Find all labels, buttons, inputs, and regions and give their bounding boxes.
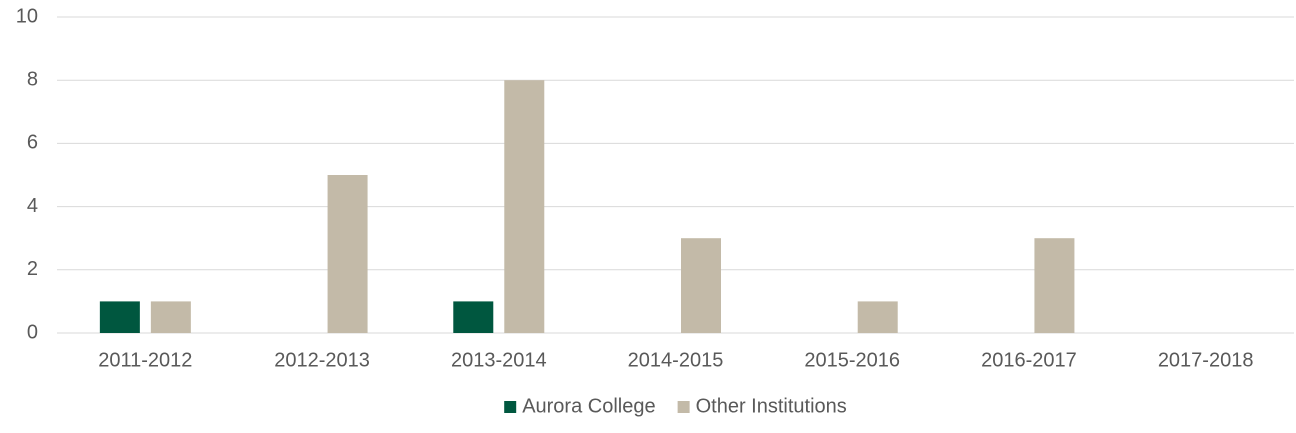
y-tick-label: 8: [27, 68, 38, 90]
bar: [453, 301, 494, 333]
bar: [857, 301, 898, 333]
x-tick-label: 2016-2017: [981, 349, 1077, 371]
bar: [1034, 238, 1075, 333]
legend-label: Aurora College: [522, 395, 655, 417]
y-tick-label: 6: [27, 132, 38, 154]
y-tick-label: 4: [27, 195, 38, 217]
x-tick-label: 2014-2015: [628, 349, 724, 371]
legend-swatch: [504, 401, 517, 413]
legend-label: Other Institutions: [696, 395, 847, 417]
x-tick-label: 2017-2018: [1158, 349, 1254, 371]
bar: [99, 301, 140, 333]
y-tick-label: 0: [27, 321, 38, 343]
y-tick-label: 2: [27, 258, 38, 280]
bar: [681, 238, 721, 333]
bar: [327, 175, 368, 333]
x-tick-label: 2012-2013: [274, 349, 370, 371]
x-tick-label: 2011-2012: [98, 349, 192, 371]
x-tick-label: 2013-2014: [451, 349, 547, 371]
bar: [150, 301, 191, 333]
y-tick-label: 10: [16, 5, 38, 27]
bar: [504, 80, 545, 333]
legend-swatch: [677, 401, 690, 413]
x-tick-label: 2015-2016: [804, 349, 900, 371]
